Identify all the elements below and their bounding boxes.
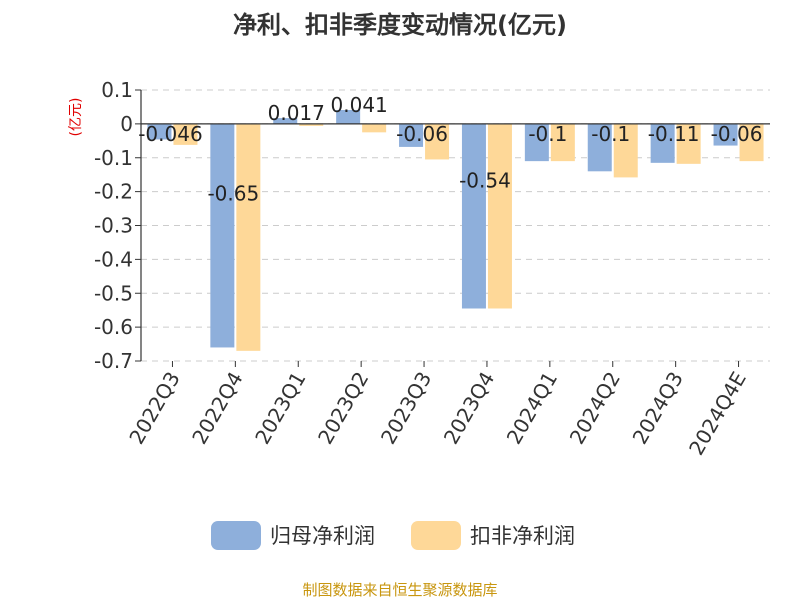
y-tick-label: 0	[120, 112, 133, 136]
bar-net-profit	[399, 123, 424, 147]
y-tick-label: 0.1	[101, 78, 133, 102]
data-label: -0.1	[528, 122, 567, 146]
x-tick-label: 2024Q3	[628, 368, 688, 449]
bar-deducted-net-profit	[299, 123, 324, 126]
y-tick-label: -0.7	[94, 349, 133, 373]
bars	[147, 109, 764, 351]
y-tick-label: -0.5	[94, 281, 133, 305]
x-tick-label: 2022Q4	[187, 368, 247, 449]
bar-deducted-net-profit	[173, 123, 198, 145]
bar-net-profit	[273, 118, 298, 124]
chart-title: 净利、扣非季度变动情况(亿元)	[233, 11, 567, 39]
bar-deducted-net-profit	[362, 123, 387, 133]
x-tick-label: 2023Q3	[376, 368, 436, 449]
bar-deducted-net-profit	[739, 123, 764, 162]
x-tick-label: 2023Q1	[250, 368, 310, 449]
legend: 归母净利润 扣非净利润	[211, 521, 575, 550]
y-tick-label: -0.2	[94, 180, 133, 204]
data-label: -0.65	[207, 181, 259, 205]
y-axis-unit-label: (亿元)	[68, 98, 84, 137]
bar-net-profit	[147, 123, 172, 140]
data-label: -0.06	[396, 122, 448, 146]
axes	[135, 89, 770, 367]
legend-label: 扣非净利润	[470, 524, 575, 548]
x-axis-ticks: 2022Q3 2022Q4 2023Q1 2023Q2 2023Q3 2023Q4 2024…	[124, 368, 751, 460]
bar-deducted-net-profit	[425, 123, 450, 160]
x-tick-label: 2023Q4	[439, 368, 499, 449]
bar-deducted-net-profit	[236, 123, 261, 351]
data-label: -0.046	[138, 122, 202, 146]
x-tick-label: 2022Q3	[124, 368, 184, 449]
bar-net-profit	[587, 123, 612, 172]
y-axis-ticks: 0.1 0 -0.1 -0.2 -0.3 -0.4 -0.5 -0.6 -0.7	[94, 78, 133, 373]
legend-swatch	[211, 521, 261, 550]
x-tick-label: 2024Q1	[502, 368, 562, 449]
bar-net-profit	[524, 123, 549, 162]
bar-deducted-net-profit	[487, 123, 512, 309]
data-label: -0.06	[711, 122, 763, 146]
data-label: -0.54	[459, 168, 511, 192]
x-tick-label: 2024Q2	[565, 368, 625, 449]
y-tick-label: -0.3	[94, 214, 133, 238]
y-tick-label: -0.6	[94, 315, 133, 339]
bar-net-profit	[336, 109, 361, 124]
data-label: -0.1	[591, 122, 630, 146]
source-note: 制图数据来自恒生聚源数据库	[302, 581, 497, 599]
data-labels: -0.046-0.650.017 0.041-0.06-0.54-0.1 -0.1-…	[138, 93, 762, 205]
bar-deducted-net-profit	[613, 123, 638, 178]
y-tick-label: -0.4	[94, 247, 133, 271]
data-label: 0.017	[268, 101, 325, 125]
bar-deducted-net-profit	[676, 123, 701, 164]
data-label: 0.041	[331, 93, 388, 117]
y-tick-label: -0.1	[94, 146, 133, 170]
bar-net-profit	[210, 123, 235, 348]
bar-net-profit	[713, 123, 738, 146]
bar-net-profit	[461, 123, 486, 309]
data-label: -0.11	[648, 122, 700, 146]
x-tick-label: 2024Q4E	[684, 368, 751, 460]
legend-swatch	[411, 521, 461, 550]
bar-deducted-net-profit	[550, 123, 575, 162]
x-tick-label: 2023Q2	[313, 368, 373, 449]
legend-label: 归母净利润	[270, 524, 375, 548]
bar-net-profit	[650, 123, 675, 163]
